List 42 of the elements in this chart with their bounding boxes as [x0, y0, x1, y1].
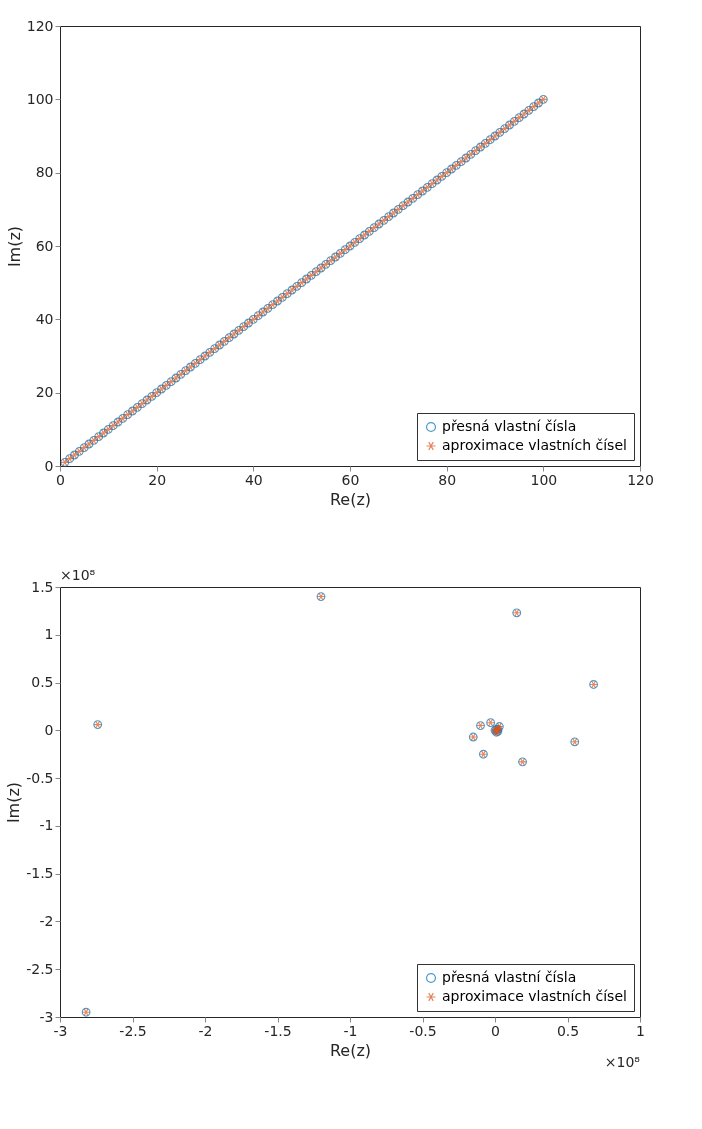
y-axis-title: Im(z): [4, 225, 24, 268]
x-tick-label: 0: [56, 471, 65, 488]
y-tick-label: -3: [39, 1008, 54, 1025]
x-tick-label: 40: [244, 471, 263, 488]
y-tick-label: -1: [39, 817, 54, 834]
y-tick-label: 1: [44, 626, 54, 643]
x-tick-label: 120: [627, 471, 654, 488]
x-axis-title: Re(z): [329, 489, 372, 509]
y-tick-label: 80: [35, 164, 54, 181]
x-tick-label: 0: [491, 1022, 500, 1039]
x-tick-label: 0.5: [556, 1022, 580, 1039]
y-tick-label: 60: [35, 237, 54, 254]
y-tick-label: 40: [35, 310, 54, 327]
y-tick-label: 20: [35, 384, 54, 401]
y-tick-label: 0: [44, 457, 54, 474]
legend-label: přesná vlastní čísla: [442, 969, 577, 985]
x-tick-label: -1.5: [264, 1022, 292, 1039]
x-tick-label: 100: [530, 471, 558, 488]
x-tick-label: -0.5: [409, 1022, 437, 1039]
legend-label: aproximace vlastních čísel: [442, 988, 627, 1004]
y-tick-label: -1.5: [26, 865, 54, 882]
x-tick-label: -2: [198, 1022, 213, 1039]
y-tick-label: -2: [39, 912, 54, 929]
text: ×10⁸: [60, 567, 96, 583]
y-tick-label: 1.5: [31, 578, 54, 595]
y-tick-label: 100: [26, 90, 54, 107]
x-tick-label: -1: [343, 1022, 358, 1039]
x-tick-label: 1: [636, 1022, 645, 1039]
x-tick-label: 20: [148, 471, 167, 488]
y-tick-label: 0.5: [31, 674, 54, 691]
y-tick-label: -0.5: [26, 769, 54, 786]
y-axis-title: Im(z): [4, 781, 24, 824]
x-tick-label: 80: [438, 471, 457, 488]
y-tick-label: 120: [26, 17, 54, 34]
legend-label: přesná vlastní čísla: [442, 418, 577, 434]
y-tick-label: 0: [44, 721, 54, 738]
legend-label: aproximace vlastních čísel: [442, 437, 627, 453]
x-tick-label: 60: [341, 471, 360, 488]
x-axis-title: Re(z): [329, 1040, 372, 1060]
text: ×10⁸: [604, 1054, 641, 1070]
x-tick-label: -2.5: [119, 1022, 147, 1039]
y-tick-label: -2.5: [26, 960, 54, 977]
